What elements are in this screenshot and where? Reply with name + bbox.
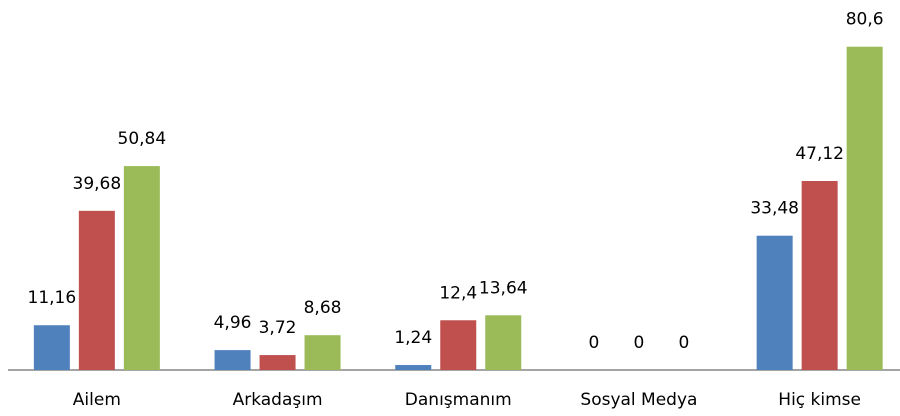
bar [440,320,477,370]
bar [123,166,160,370]
data-label: 47,12 [795,144,844,164]
data-label: 13,64 [479,278,528,298]
data-label: 39,68 [73,174,122,194]
x-tick-label: Arkadaşım [233,390,323,410]
x-tick-label: Hiç kimse [778,390,861,410]
data-label: 0 [589,333,600,353]
data-label: 1,24 [394,328,432,348]
bar [846,46,883,371]
bar [485,315,522,370]
data-label: 50,84 [118,129,167,149]
bar [801,180,838,370]
data-label: 3,72 [259,318,297,338]
bar [304,335,341,370]
data-label: 0 [679,333,690,353]
bar [259,355,296,370]
bar [33,325,70,370]
bar [756,235,793,370]
data-label: 11,16 [28,288,77,308]
x-tick-label: Danışmanım [405,390,512,410]
x-tick-label: Ailem [73,390,121,410]
bar [78,210,115,370]
data-label: 80,6 [846,10,884,30]
bar [214,350,251,370]
data-label: 4,96 [214,313,252,333]
bar [395,365,432,370]
data-label: 0 [634,333,645,353]
data-label: 8,68 [304,298,342,318]
x-tick-label: Sosyal Medya [580,390,697,410]
data-label: 33,48 [750,199,799,219]
data-label: 12,4 [439,283,477,303]
